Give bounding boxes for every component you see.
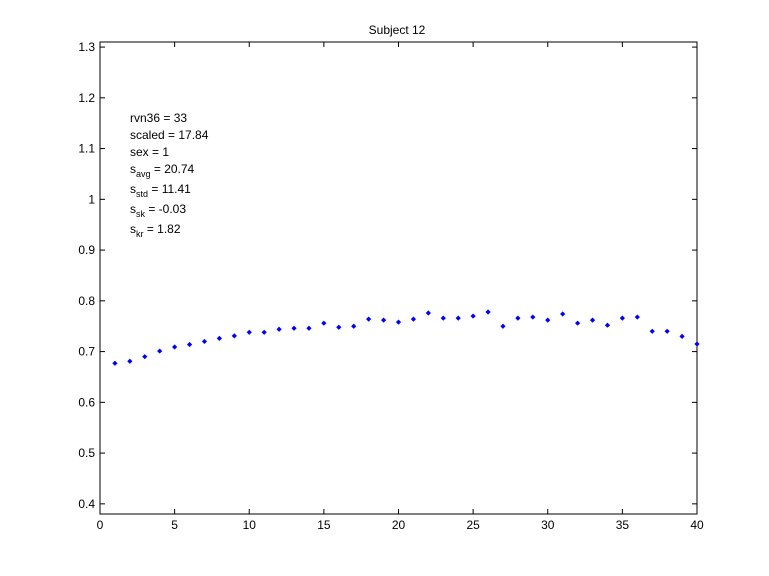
data-point	[186, 341, 193, 348]
data-point	[261, 329, 267, 335]
plot-area	[99, 41, 698, 515]
data-point	[112, 360, 118, 366]
data-point	[306, 325, 312, 331]
stats-annotation-line: sex = 1	[130, 145, 169, 159]
data-point	[410, 316, 417, 322]
stats-annotation-line: ssk = -0.03	[130, 202, 186, 219]
data-point	[351, 323, 357, 329]
data-point	[619, 315, 625, 321]
x-tick-label: 0	[97, 518, 104, 532]
data-point	[530, 314, 536, 320]
data-point	[291, 325, 297, 331]
data-point	[201, 338, 208, 345]
axis-ticks: 0 5 10 15 20 25 30 35 40 0.4 0.5 0.6 0.7 0.8 0.9 1 1.1 1.…	[78, 40, 704, 532]
data-point	[634, 314, 640, 320]
data-point	[231, 333, 237, 339]
stats-annotation-line: skr = 1.82	[130, 222, 181, 239]
data-point	[545, 317, 551, 323]
data-point	[380, 317, 387, 323]
data-markers	[112, 309, 700, 366]
data-point	[127, 358, 133, 364]
data-point	[246, 329, 252, 335]
data-point	[157, 348, 163, 354]
data-point	[216, 335, 222, 341]
stats-annotation-line: sstd = 11.41	[130, 182, 191, 199]
y-tick-label: 0.8	[78, 294, 95, 308]
y-tick-label: 1	[88, 192, 95, 206]
x-tick-label: 40	[690, 518, 704, 532]
axes-box	[99, 41, 698, 515]
data-point	[425, 310, 431, 316]
data-point	[515, 315, 521, 321]
data-point	[455, 315, 461, 321]
y-tick-label: 1.3	[78, 40, 95, 54]
stats-annotation-line: savg = 20.74	[130, 162, 195, 179]
y-tick-label: 0.6	[78, 395, 95, 409]
chart-title: Subject 12	[369, 23, 426, 37]
y-tick-label: 1.2	[78, 91, 95, 105]
data-point	[649, 328, 655, 334]
data-point	[172, 344, 178, 350]
stats-annotation-line: rvn36 = 33	[130, 111, 187, 125]
data-point	[142, 354, 148, 360]
data-point	[589, 317, 596, 323]
y-tick-label: 0.7	[78, 345, 95, 359]
data-point	[470, 313, 476, 319]
data-point	[336, 324, 342, 330]
data-point	[694, 341, 700, 347]
y-tick-label: 0.4	[78, 497, 95, 511]
data-point	[560, 311, 566, 317]
data-point	[440, 315, 446, 321]
data-point	[395, 319, 402, 325]
data-point	[575, 320, 581, 326]
x-tick-label: 10	[243, 518, 257, 532]
x-tick-label: 25	[466, 518, 480, 532]
data-point	[500, 323, 506, 329]
x-tick-label: 30	[541, 518, 555, 532]
y-tick-label: 1.1	[78, 142, 95, 156]
data-point	[664, 328, 670, 334]
data-point	[321, 320, 327, 326]
x-tick-label: 20	[392, 518, 406, 532]
y-tick-label: 0.9	[78, 243, 95, 257]
data-point	[366, 316, 372, 322]
stats-annotation-line: scaled = 17.84	[130, 128, 209, 142]
stats-annotation: rvn36 = 33 scaled = 17.84 sex = 1 savg = 20…	[130, 111, 209, 239]
data-point	[679, 333, 685, 339]
data-point	[485, 309, 491, 315]
y-tick-label: 0.5	[78, 446, 95, 460]
data-point	[604, 322, 611, 328]
data-point	[276, 326, 282, 332]
x-tick-label: 35	[616, 518, 630, 532]
x-tick-label: 15	[317, 518, 331, 532]
x-tick-label: 5	[171, 518, 178, 532]
